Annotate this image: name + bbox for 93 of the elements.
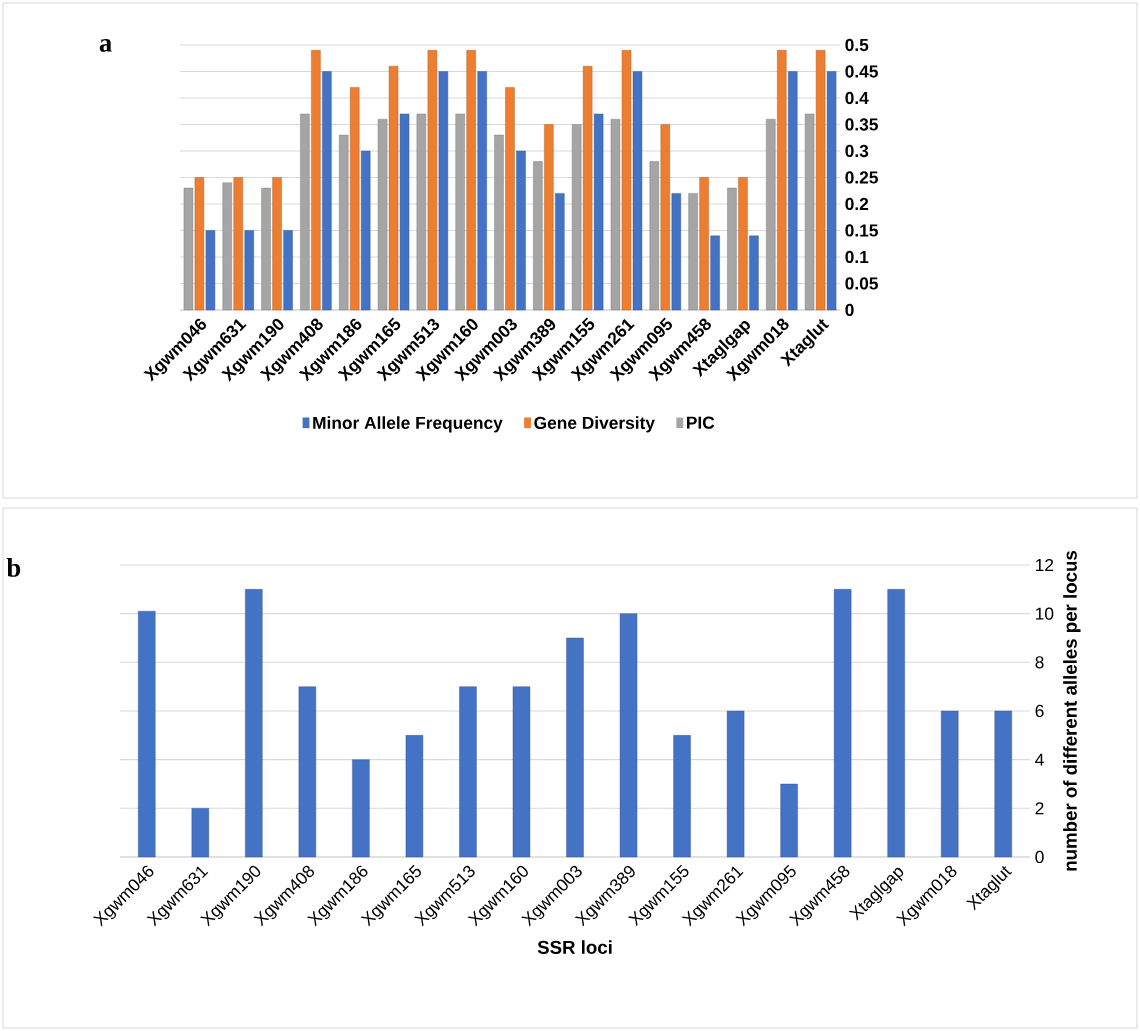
bar (222, 182, 232, 311)
bar (649, 161, 659, 311)
bar (352, 759, 370, 858)
bar (688, 193, 698, 311)
bar (322, 71, 332, 311)
bar (399, 113, 410, 311)
bar (459, 686, 477, 858)
bar (311, 50, 321, 311)
bar (788, 71, 798, 311)
bar (660, 124, 670, 311)
bar (244, 230, 254, 311)
bar (673, 735, 691, 858)
bar (582, 65, 593, 311)
bar (233, 177, 243, 311)
y-tick-label: 0.05 (845, 277, 878, 290)
bar (283, 230, 293, 311)
y-axis-title: number of different alleles per locus (1063, 550, 1081, 871)
bar (416, 113, 427, 311)
bar (183, 187, 194, 311)
bar (780, 783, 798, 858)
bar (710, 235, 720, 311)
y-tick-label: 0.1 (845, 250, 869, 264)
y-tick-label: 0 (1035, 850, 1044, 864)
bar (350, 87, 360, 311)
y-tick-label: 0.3 (845, 144, 869, 158)
bar (749, 235, 759, 311)
bar (377, 118, 388, 311)
bar (245, 589, 263, 858)
y-tick-label: 0.35 (845, 118, 878, 131)
bar (738, 177, 748, 311)
bar (994, 710, 1012, 858)
text: b (6, 558, 21, 577)
y-tick-label: 0.25 (845, 171, 878, 184)
bar (388, 65, 399, 311)
bar (191, 808, 209, 858)
bar (566, 637, 584, 858)
bar (833, 589, 852, 858)
bar (826, 71, 837, 311)
bar (555, 193, 565, 311)
bar (339, 134, 349, 311)
bar (941, 710, 959, 858)
bar (261, 187, 271, 311)
bar (427, 50, 438, 311)
y-tick-label: 0.5 (845, 38, 869, 52)
bar (361, 150, 371, 311)
bar (505, 87, 515, 311)
bar (887, 589, 905, 858)
legend-label: Minor Allele Frequency (313, 416, 503, 433)
bar (726, 710, 745, 858)
bar (804, 113, 815, 311)
bar (815, 50, 826, 311)
y-tick-label: 0.4 (845, 91, 869, 105)
bar (727, 187, 737, 311)
y-tick-label: 12 (1036, 558, 1054, 572)
bar (138, 611, 156, 858)
y-tick-label: 0.45 (845, 65, 878, 78)
bar (466, 50, 476, 311)
bar (298, 686, 317, 858)
bar (632, 71, 643, 311)
bar (194, 177, 205, 311)
bar (533, 161, 543, 311)
y-tick-label: 0.2 (845, 197, 869, 211)
y-tick-label: 2 (1035, 802, 1044, 815)
bar (477, 71, 487, 311)
y-tick-label: 0.15 (845, 224, 878, 237)
bar (300, 113, 310, 311)
y-tick-label: 4 (1035, 753, 1044, 766)
bar (512, 686, 531, 858)
bar (516, 150, 526, 311)
bar (272, 177, 282, 311)
bar (544, 124, 554, 311)
legend-label: PIC (686, 416, 715, 429)
bar (593, 113, 604, 311)
x-axis-title: SSR loci (537, 940, 612, 954)
bar (438, 71, 449, 311)
text: a (99, 39, 112, 52)
bar (205, 230, 216, 311)
bar (621, 50, 632, 311)
y-tick-label: 6 (1035, 704, 1044, 718)
bar (405, 735, 424, 858)
bar (699, 177, 709, 311)
legend-label: Gene Diversity (534, 416, 655, 433)
bar (777, 50, 787, 311)
bar (571, 124, 582, 311)
bar (766, 118, 776, 311)
bar (671, 193, 681, 311)
y-tick-label: 8 (1035, 656, 1044, 669)
y-tick-label: 10 (1036, 607, 1054, 620)
bar (455, 113, 465, 311)
bar (619, 613, 638, 858)
bar (610, 118, 621, 311)
bar (494, 134, 504, 311)
y-tick-label: 0 (845, 303, 854, 317)
